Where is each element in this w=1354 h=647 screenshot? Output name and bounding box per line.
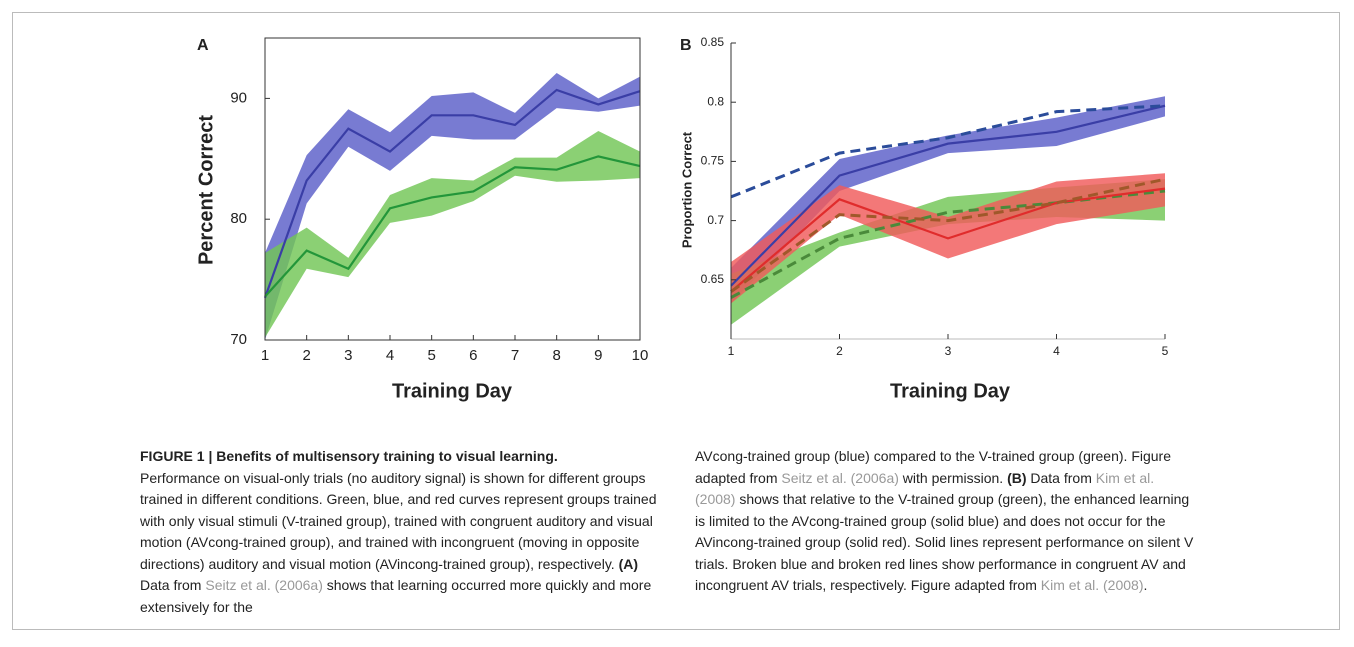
caption-plain: Performance on visual-only trials (no au… — [140, 469, 657, 572]
y-axis-title: Percent Correct — [195, 115, 217, 265]
y-axis-title: Proportion Correct — [679, 131, 694, 248]
y-tick-label: 0.85 — [701, 35, 725, 49]
line — [730, 177, 1166, 293]
x-tick-label: 1 — [728, 344, 735, 358]
x-tick-label: 3 — [344, 347, 352, 364]
line — [264, 155, 641, 298]
x-tick-label: 2 — [836, 344, 843, 358]
y-tick-label: 0.65 — [701, 272, 725, 286]
y-tick-label: 0.7 — [707, 213, 724, 227]
caption-link[interactable]: Seitz et al. (2006a) — [781, 469, 899, 486]
error-band — [265, 73, 640, 341]
panel-label: B — [680, 37, 692, 54]
line — [730, 104, 1166, 199]
caption-link[interactable]: Kim et al. (2008) — [1040, 577, 1144, 593]
x-axis-title: Training Day — [890, 380, 1011, 402]
x-tick-label: 6 — [469, 347, 477, 364]
caption-link[interactable]: Seitz et al. (2006a) — [205, 577, 323, 593]
caption-plain: Data from — [1026, 469, 1096, 486]
caption-plain: . — [1143, 577, 1148, 593]
caption-right: AVcong-trained group (blue) compared to … — [695, 446, 1195, 597]
plot-frame — [264, 37, 641, 341]
line — [730, 189, 1166, 299]
line — [730, 187, 1166, 293]
panel-label: A — [197, 37, 209, 54]
x-tick-label: 4 — [386, 347, 394, 364]
caption-plain: shows that relative to the V-trained gro… — [695, 491, 1194, 593]
error-band — [265, 131, 640, 338]
x-tick-label: 8 — [552, 347, 560, 364]
x-axis-title: Training Day — [392, 380, 513, 402]
caption-link[interactable]: Kim et al. (2008) — [695, 469, 1155, 508]
line — [730, 104, 1166, 287]
caption-left: FIGURE 1 | Benefits of multisensory trai… — [140, 446, 670, 618]
y-tick-label: 0.8 — [707, 94, 724, 108]
x-tick-label: 3 — [945, 344, 952, 358]
x-tick-label: 7 — [511, 347, 519, 364]
x-tick-label: 1 — [261, 347, 269, 364]
x-tick-label: 4 — [1053, 344, 1060, 358]
x-tick-label: 5 — [427, 347, 435, 364]
y-tick-label: 70 — [230, 331, 247, 348]
line — [263, 88, 641, 299]
caption-plain: AVcong-trained group (blue) compared to … — [695, 448, 1172, 486]
x-tick-label: 5 — [1162, 344, 1169, 358]
x-tick-label: 10 — [632, 347, 649, 364]
y-tick-label: 0.75 — [701, 154, 725, 168]
caption-plain: Data from — [140, 577, 206, 593]
y-tick-label: 80 — [230, 210, 247, 227]
caption-bold: (B) — [1007, 469, 1027, 486]
caption-plain: with permission. — [898, 469, 1008, 486]
x-tick-label: 9 — [594, 347, 602, 364]
caption-heading: FIGURE 1 | Benefits of multisensory trai… — [140, 448, 558, 464]
caption-plain: shows that learning occurred more quickl… — [140, 577, 652, 615]
figure-frame — [12, 12, 1340, 630]
x-tick-label: 2 — [302, 347, 310, 364]
caption-bold: (A) — [618, 555, 639, 572]
y-tick-label: 90 — [230, 89, 247, 106]
